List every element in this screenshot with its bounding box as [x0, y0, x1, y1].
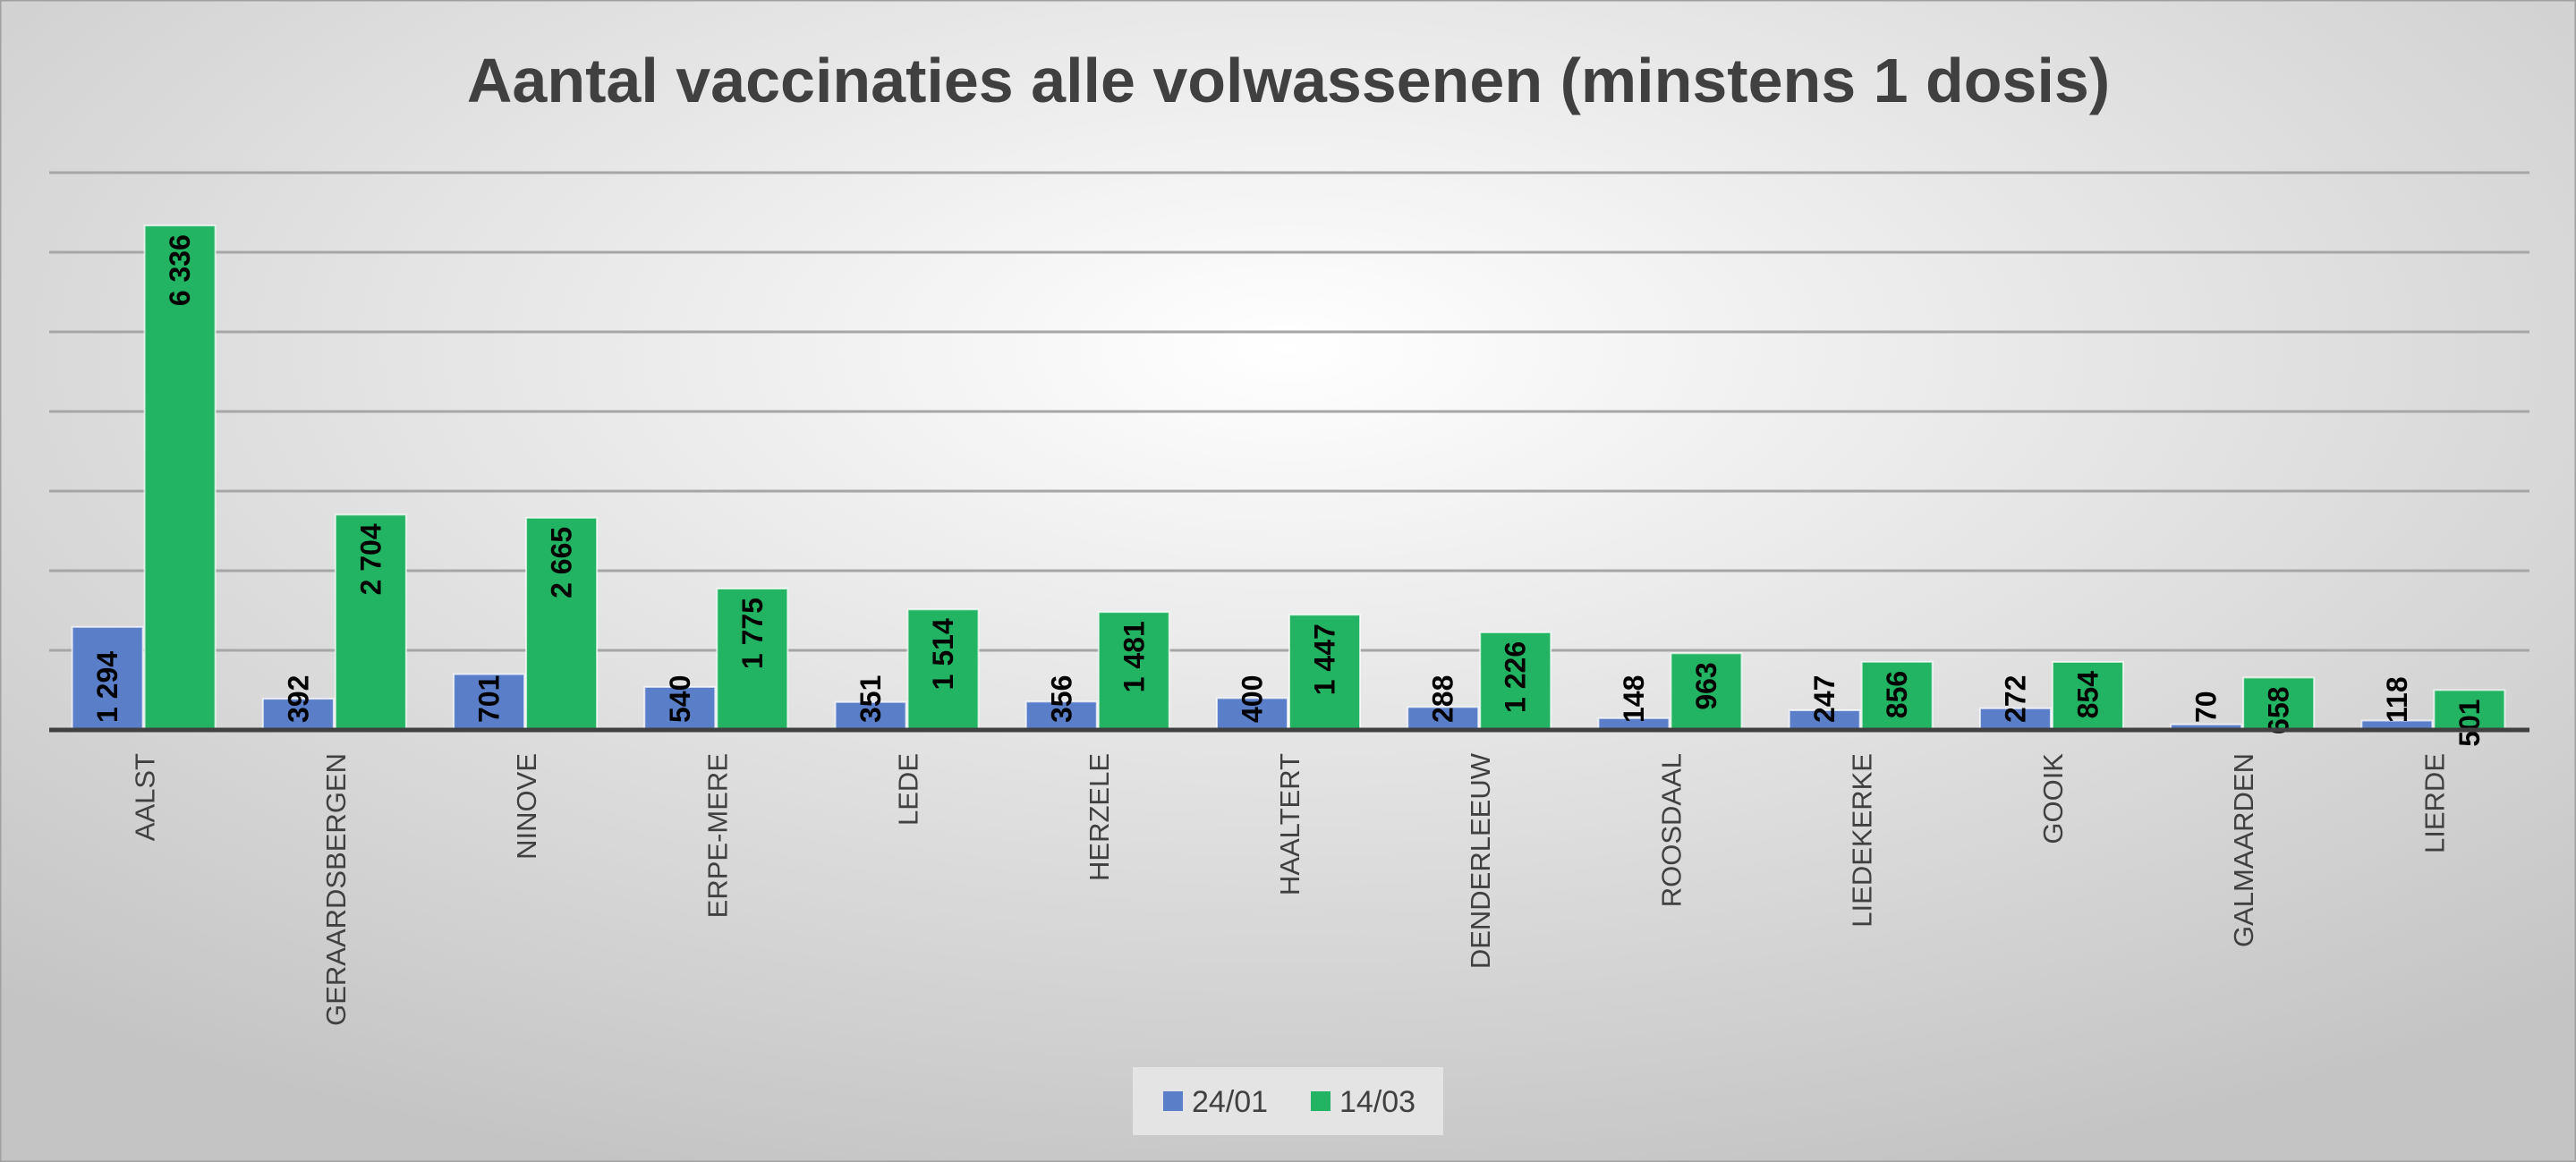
legend-swatch-24-01 [1163, 1091, 1183, 1111]
data-labels: 1 294 6 336 392 2 704 701 2 665 540 1 775 351 1 5… [91, 234, 2486, 747]
data-label: 701 [473, 675, 506, 723]
bar-24-01-haaltert [1216, 697, 1288, 732]
data-label: 118 [2381, 676, 2413, 723]
legend-box [1133, 1067, 1443, 1135]
category-label: ERPE-MERE [701, 753, 733, 918]
category-label: GALMAARDEN [2228, 753, 2259, 947]
data-label: 1 481 [1118, 621, 1150, 692]
bar-14-03-geraardsbergen [334, 513, 407, 731]
bar-24-01-denderleeuw [1407, 706, 1480, 731]
chart-title: Aantal vaccinaties alle volwassenen (min… [467, 46, 2110, 115]
data-label: 400 [1237, 675, 1269, 723]
bar-14-03-haaltert [1288, 614, 1361, 731]
data-label: 70 [2190, 691, 2223, 723]
legend-swatch-14-03 [1311, 1091, 1331, 1111]
data-label: 1 226 [1500, 641, 1532, 713]
data-label: 501 [2453, 699, 2486, 746]
bar-14-03-aalst [143, 225, 217, 731]
bar-14-03-lede [906, 608, 980, 732]
data-label: 356 [1045, 675, 1077, 723]
data-label: 1 294 [91, 651, 123, 723]
bar-24-01-aalst [71, 625, 144, 731]
category-label: ROOSDAAL [1655, 753, 1687, 907]
data-label: 247 [1808, 675, 1841, 723]
data-label: 2 704 [354, 523, 387, 595]
bar-14-03-liedekerke [1860, 660, 1934, 731]
category-label: LIEDEKERKE [1847, 753, 1878, 928]
category-label: NINOVE [511, 753, 542, 860]
gridlines [49, 171, 2529, 652]
category-label: LEDE [893, 753, 924, 826]
data-label: 392 [282, 675, 314, 723]
data-label: 148 [1618, 675, 1650, 723]
data-label: 658 [2263, 686, 2295, 734]
bars [71, 225, 2506, 732]
category-label: GERAARDSBERGEN [320, 753, 352, 1026]
data-label: 540 [664, 675, 696, 723]
category-labels: AALST GERAARDSBERGEN NINOVE ERPE-MERE LEDE HE… [130, 752, 2451, 1026]
data-label: 1 514 [927, 618, 959, 690]
data-label: 351 [854, 675, 887, 723]
bar-14-03-gooik [2051, 660, 2124, 732]
legend-label-14-03: 14/03 [1339, 1085, 1416, 1119]
bar-14-03-lierde [2433, 689, 2506, 732]
data-label: 1 447 [1309, 623, 1341, 695]
data-label: 856 [1881, 671, 1913, 718]
category-label: GOOIK [2037, 753, 2069, 844]
bar-14-03-denderleeuw [1479, 631, 1552, 731]
bar-14-03-herzele [1097, 611, 1170, 731]
data-label: 288 [1427, 675, 1459, 723]
bar-14-03-ninove [525, 516, 599, 731]
legend-label-24-01: 24/01 [1192, 1085, 1268, 1119]
category-label: AALST [130, 753, 161, 841]
data-label: 854 [2071, 671, 2104, 719]
category-label: HAALTERT [1274, 753, 1305, 895]
bar-24-01-lede [834, 700, 907, 731]
data-label: 272 [1999, 675, 2031, 723]
category-label: HERZELE [1084, 753, 1115, 881]
data-label: 6 336 [164, 234, 196, 306]
category-label: LIERDE [2419, 753, 2450, 853]
bar-24-01-ninove [453, 673, 526, 732]
data-label: 1 775 [736, 598, 769, 669]
bar-24-01-erpe-mere [643, 685, 717, 732]
legend: 24/01 14/03 [1133, 1067, 1443, 1135]
bar-14-03-roosdaal [1670, 652, 1743, 732]
data-label: 963 [1690, 662, 1722, 709]
data-label: 2 665 [546, 527, 578, 598]
category-label: DENDERLEEUW [1465, 752, 1496, 969]
